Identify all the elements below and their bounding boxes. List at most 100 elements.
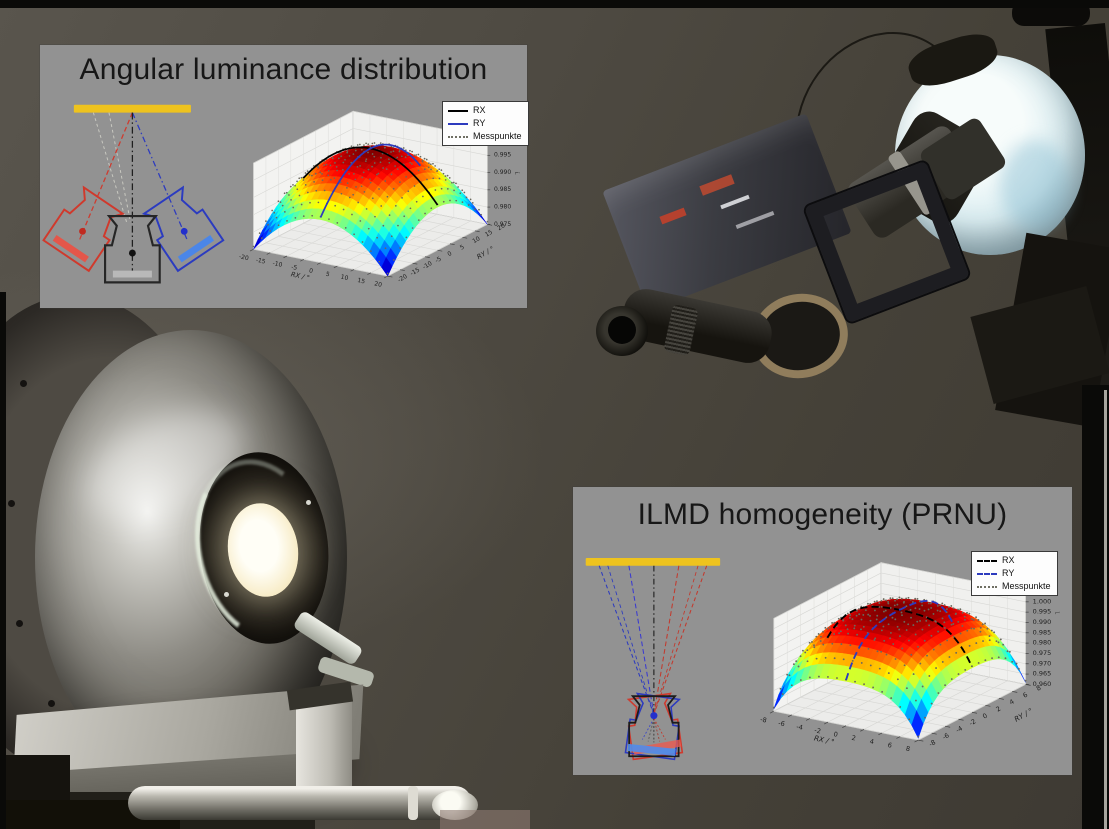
messpunkt-dot bbox=[311, 174, 313, 177]
messpunkt-dot bbox=[363, 144, 365, 147]
x-tick-label: 0 bbox=[308, 267, 313, 275]
messpunkt-dot bbox=[334, 204, 337, 207]
messpunkt-dot bbox=[346, 151, 349, 154]
messpunkt-dot bbox=[966, 611, 968, 614]
messpunkt-dot bbox=[997, 641, 1000, 644]
messpunkt-dot bbox=[872, 686, 875, 689]
messpunkt-dot bbox=[369, 181, 372, 184]
messpunkt-dot bbox=[890, 697, 893, 700]
messpunkt-dot bbox=[917, 645, 919, 648]
messpunkt-dot bbox=[808, 641, 811, 644]
messpunkt-dot bbox=[411, 150, 413, 153]
x-tick-label: 8 bbox=[905, 745, 911, 754]
messpunkt-dot bbox=[939, 643, 942, 646]
messpunkt-dot bbox=[903, 600, 905, 603]
messpunkt-dot bbox=[376, 173, 378, 176]
messpunkt-dot bbox=[354, 149, 357, 152]
messpunkt-dot bbox=[918, 608, 921, 610]
x-tick-label: 20 bbox=[374, 280, 383, 288]
messpunkt-dot bbox=[327, 174, 330, 177]
messpunkt-dot bbox=[290, 199, 292, 201]
messpunkt-dot bbox=[930, 634, 933, 637]
messpunkt-dot bbox=[903, 664, 906, 667]
messpunkt-dot bbox=[851, 618, 854, 621]
messpunkt-dot bbox=[943, 626, 946, 629]
messpunkt-dot bbox=[914, 633, 917, 636]
messpunkt-dot bbox=[869, 614, 871, 617]
messpunkt-dot bbox=[377, 172, 380, 175]
x-tick-label: -5 bbox=[290, 264, 297, 272]
messpunkt-dot bbox=[997, 656, 1000, 659]
messpunkt-dot bbox=[915, 699, 917, 702]
messpunkt-dot bbox=[390, 151, 392, 153]
messpunkt-dot bbox=[417, 219, 420, 221]
legend-entry: Messpunkte bbox=[977, 581, 1051, 592]
messpunkt-dot bbox=[921, 604, 924, 607]
y-axis-label: RY / ° bbox=[1013, 706, 1035, 724]
messpunkt-dot bbox=[350, 145, 353, 148]
messpunkt-dot bbox=[342, 161, 345, 164]
messpunkt-dot bbox=[806, 649, 809, 652]
y-tick-label: 4 bbox=[1008, 698, 1016, 707]
messpunkt-dot bbox=[333, 177, 336, 180]
messpunkt-dot bbox=[944, 684, 947, 687]
messpunkt-dot bbox=[404, 156, 407, 159]
messpunkt-dot bbox=[398, 149, 401, 151]
plot-legend: RX RY Messpunkte bbox=[442, 101, 529, 146]
messpunkt-dot bbox=[941, 617, 944, 620]
messpunkt-dot bbox=[889, 597, 892, 600]
messpunkt-dot bbox=[955, 612, 957, 615]
x-tick-label: 15 bbox=[357, 277, 366, 285]
messpunkt-dot bbox=[833, 657, 836, 660]
messpunkt-dot bbox=[286, 220, 288, 222]
messpunkt-dot bbox=[869, 619, 872, 622]
messpunkt-dot bbox=[319, 171, 322, 174]
messpunkt-dot bbox=[337, 157, 340, 160]
messpunkt-dot bbox=[923, 639, 926, 642]
messpunkt-dot bbox=[909, 598, 912, 601]
messpunkt-dot bbox=[907, 623, 910, 626]
messpunkt-dot bbox=[977, 662, 980, 664]
messpunkt-dot bbox=[873, 609, 876, 612]
messpunkt-dot bbox=[400, 155, 403, 158]
messpunkt-dot bbox=[467, 204, 470, 206]
messpunkt-dot bbox=[792, 663, 795, 666]
z-tick-label: 0.975 bbox=[1033, 649, 1052, 657]
x-tick-mark bbox=[249, 248, 254, 252]
messpunkt-dot bbox=[388, 161, 391, 164]
messpunkt-dot bbox=[966, 629, 969, 632]
messpunkt-dot bbox=[309, 201, 311, 204]
messpunkt-dot bbox=[392, 187, 395, 190]
messpunkt-dot bbox=[905, 629, 908, 631]
messpunkt-dot bbox=[440, 187, 443, 190]
messpunkt-dot bbox=[896, 603, 899, 606]
messpunkt-dot bbox=[908, 718, 911, 721]
messpunkt-dot bbox=[399, 181, 401, 184]
messpunkt-dot bbox=[883, 610, 885, 613]
y-tick-mark bbox=[971, 711, 978, 714]
messpunkt-dot bbox=[972, 618, 975, 621]
y-tick-mark bbox=[1012, 691, 1018, 693]
y-tick-label: -15 bbox=[409, 266, 421, 277]
messpunkt-dot bbox=[417, 169, 420, 172]
z-tick-label: 0.995 bbox=[1033, 608, 1052, 616]
messpunkt-dot bbox=[382, 167, 384, 169]
messpunkt-dot bbox=[846, 612, 849, 615]
messpunkt-dot bbox=[824, 626, 827, 629]
aperture-dot bbox=[650, 712, 658, 720]
messpunkt-dot bbox=[323, 189, 326, 192]
messpunkt-dot bbox=[352, 193, 355, 196]
messpunkt-dot bbox=[891, 597, 894, 600]
messpunkt-dot bbox=[854, 680, 856, 683]
z-tick-label: 0.985 bbox=[494, 186, 511, 193]
messpunkt-dot bbox=[329, 164, 332, 167]
messpunkt-dot bbox=[423, 157, 426, 160]
messpunkt-dot bbox=[399, 247, 401, 249]
messpunkt-dot bbox=[964, 618, 966, 621]
messpunkt-dot bbox=[797, 665, 800, 668]
messpunkt-dot bbox=[959, 632, 962, 635]
table-post bbox=[296, 698, 352, 794]
camera-cluster bbox=[624, 692, 684, 761]
messpunkt-dot bbox=[415, 200, 418, 203]
messpunkt-dot bbox=[921, 628, 924, 631]
